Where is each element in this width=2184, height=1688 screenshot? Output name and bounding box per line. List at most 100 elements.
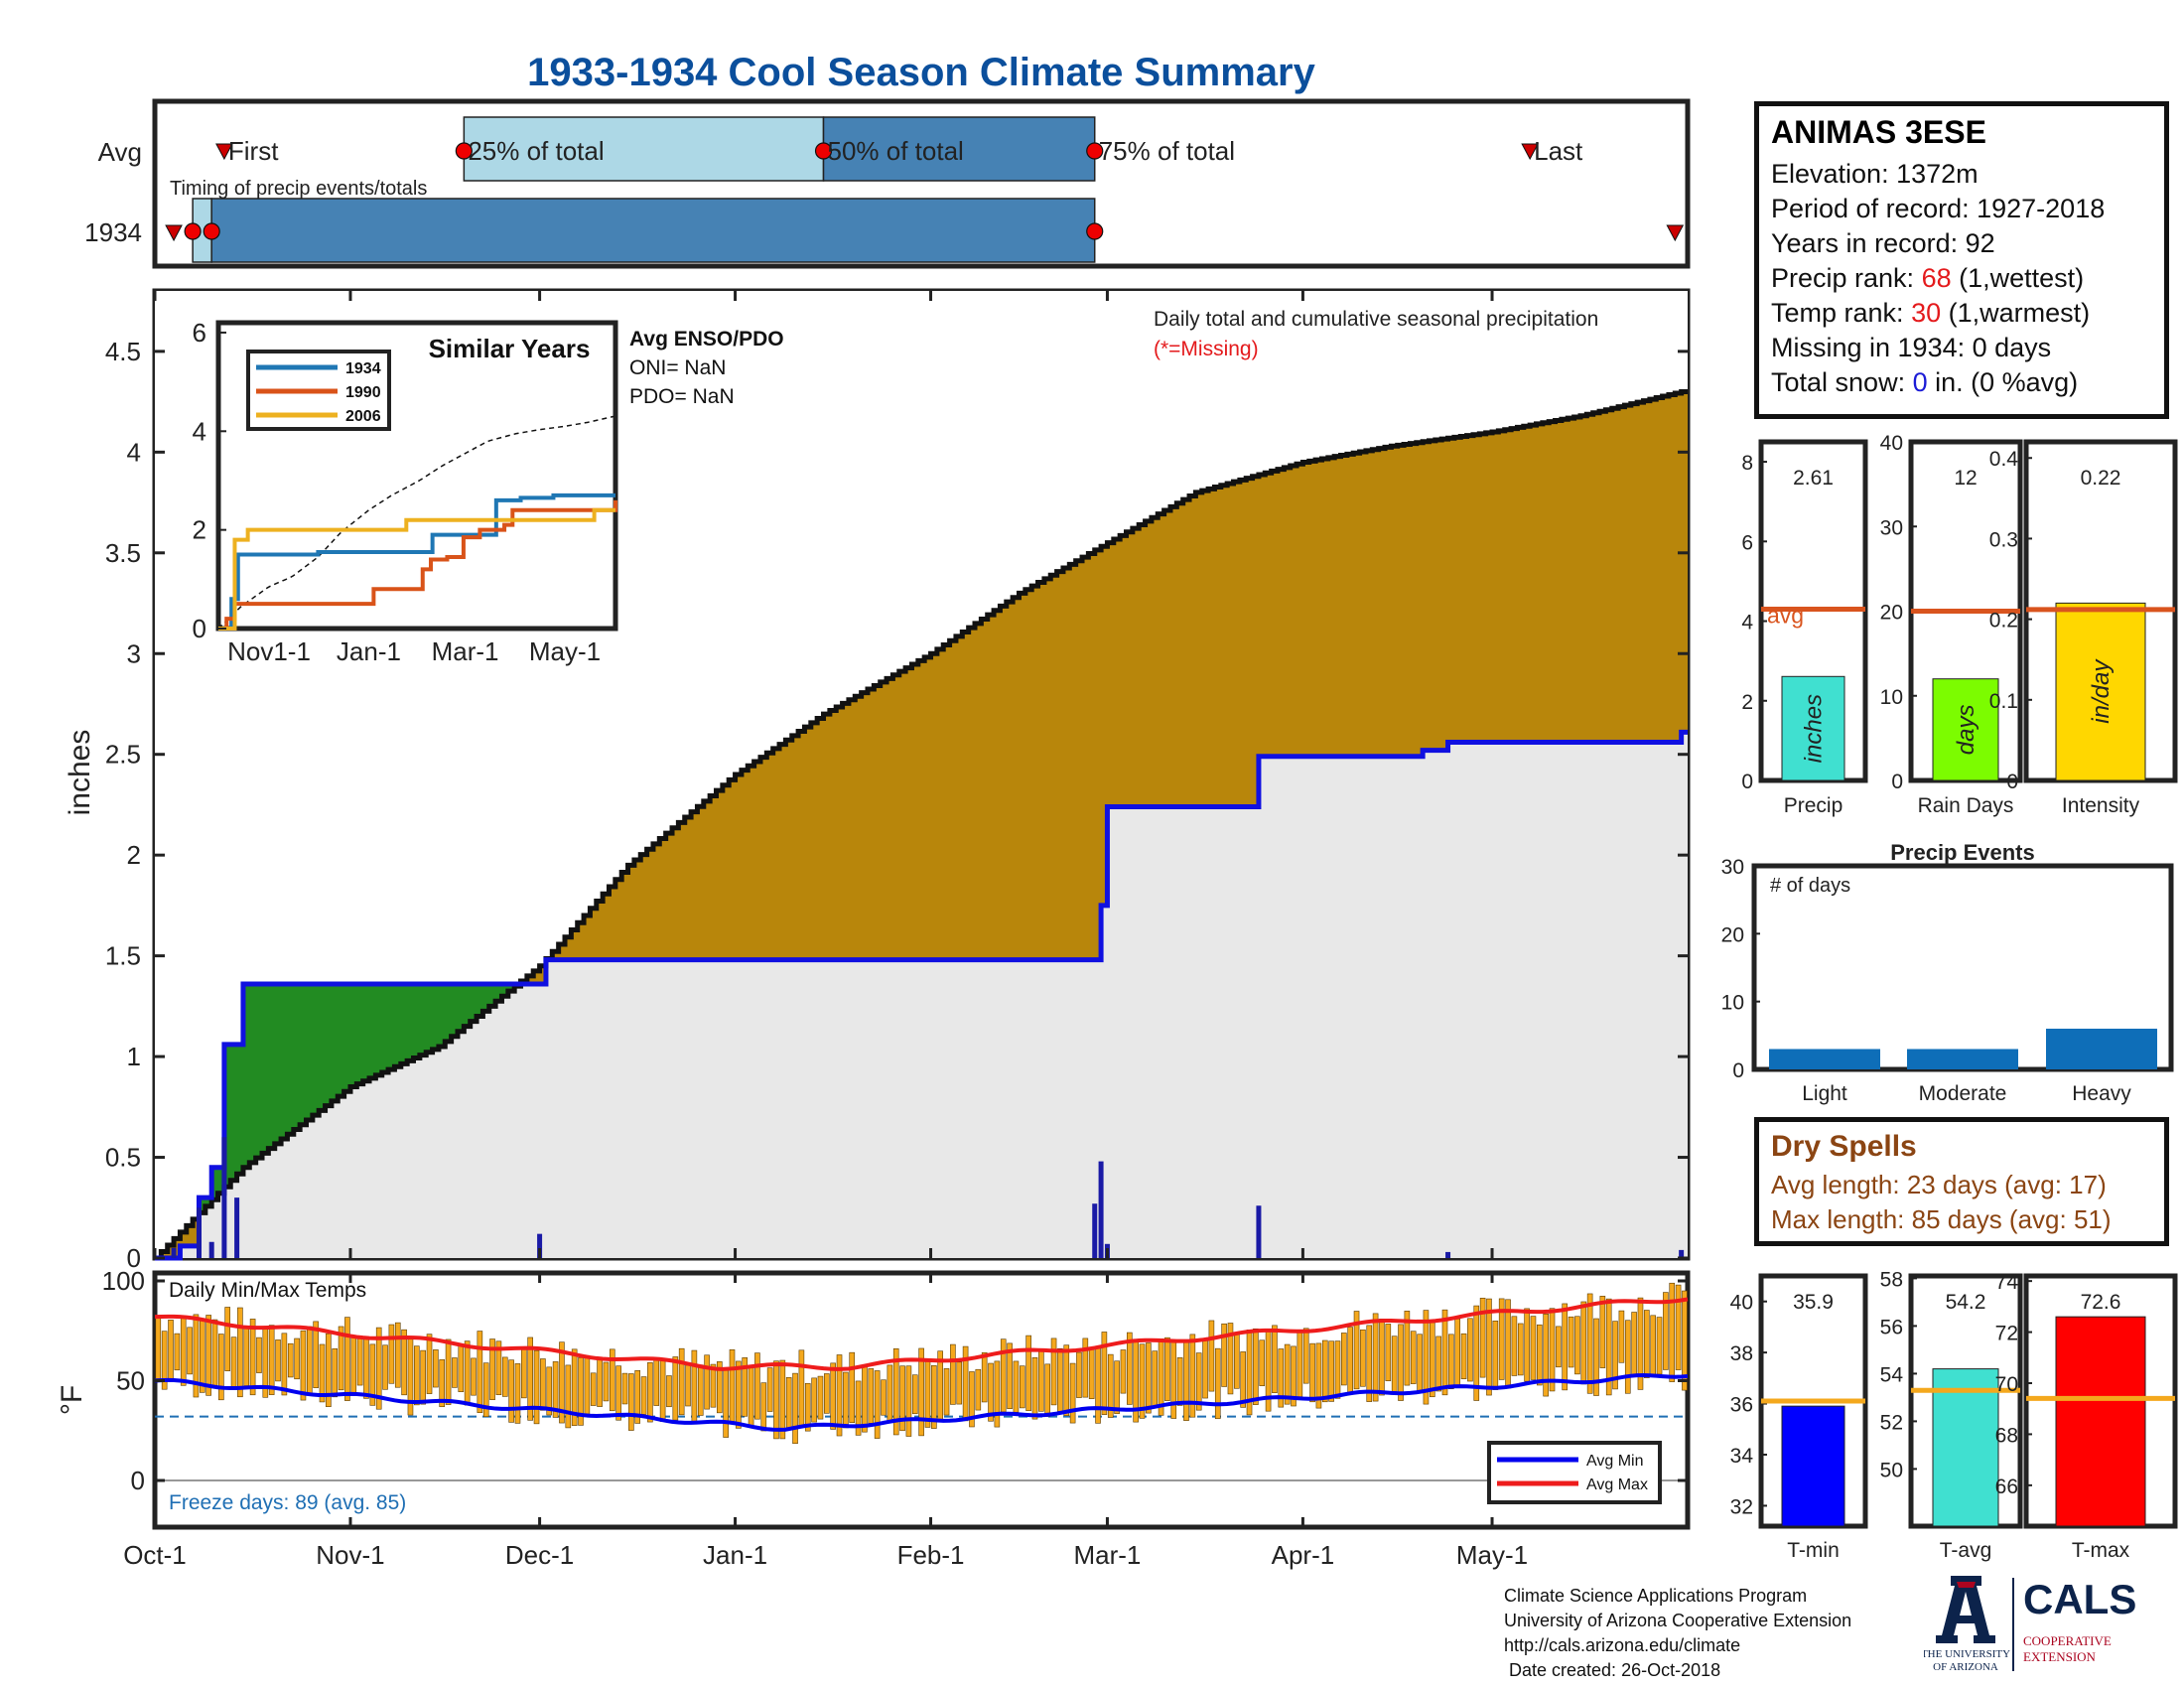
temp-stat-x-label: T-min: [1787, 1539, 1840, 1562]
daily-temp-bar: [653, 1358, 660, 1406]
daily-temp-bar: [603, 1361, 610, 1402]
stat-y-tick-label: 0.2: [1989, 610, 2018, 633]
daily-temp-bar: [501, 1356, 508, 1397]
daily-temp-bar: [1259, 1339, 1266, 1386]
precip-rank-prefix: Precip rank:: [1771, 263, 1922, 293]
events-title: Precip Events: [1890, 840, 2035, 865]
daily-temp-bar: [640, 1376, 647, 1415]
precip-plot-area: [155, 291, 1689, 1261]
daily-temp-bar: [887, 1364, 893, 1422]
date-x-axis: Oct-1 Nov-1 Dec-1 Jan-1 Feb-1 Mar-1 Apr-1 May-1: [123, 291, 1528, 1570]
y-tick-label: 1: [127, 1042, 141, 1071]
daily-temp-bar: [1454, 1319, 1461, 1387]
daily-temp-bar: [477, 1331, 483, 1413]
y-tick-label: 0.5: [105, 1143, 141, 1173]
daily-temp-bar: [205, 1315, 211, 1396]
stat-y-tick-label: 0: [2006, 771, 2018, 793]
daily-temp-bar: [533, 1349, 540, 1425]
daily-temp-bar: [1682, 1290, 1688, 1391]
temp-stat-value-label: 54.2: [1946, 1291, 1986, 1314]
temp-panel: 0 50 100 Daily Min/Max Temps Freeze days: …: [56, 1266, 1691, 1530]
cals-ext-1: COOPERATIVE: [2023, 1633, 2112, 1648]
stat-y-tick-label: 0.1: [1989, 690, 2018, 713]
daily-precip-bar: [1256, 1205, 1262, 1258]
daily-temp-bar: [1605, 1298, 1612, 1396]
avg-timing-label: 50% of total: [828, 136, 964, 166]
daily-temp-bar: [211, 1319, 218, 1386]
inset-y-tick-label: 4: [193, 416, 206, 446]
daily-temp-bar: [1013, 1360, 1020, 1413]
stat-y-tick-label: 20: [1880, 602, 1903, 625]
x-tick-label: May-1: [1456, 1540, 1528, 1570]
temp-stat-value-label: 35.9: [1793, 1291, 1834, 1314]
stat-x-label: Precip: [1784, 794, 1843, 817]
daily-temp-bar: [1240, 1351, 1246, 1408]
daily-temp-bar: [1417, 1334, 1423, 1393]
stat-avg-label: avg: [1767, 602, 1804, 628]
daily-temp-bar: [363, 1336, 369, 1399]
daily-temp-bar: [742, 1357, 749, 1417]
daily-temp-bar: [1669, 1282, 1676, 1382]
timing-row-label-avg: Avg: [98, 137, 142, 167]
avg-timing-label: 25% of total: [468, 136, 604, 166]
inset-y-tick-label: 0: [193, 614, 206, 643]
events-y-tick-label: 20: [1721, 923, 1744, 946]
daily-temp-bar: [1202, 1339, 1208, 1399]
stat-panel-rain-days: 0 10 20 30 40 12 days Rain Days: [1880, 432, 2023, 817]
daily-temp-bar: [1675, 1284, 1682, 1370]
y-tick-label: 3: [127, 638, 141, 668]
daily-temp-bar: [388, 1324, 395, 1384]
inset-series-1934: [218, 492, 615, 631]
daily-temp-bar: [950, 1343, 956, 1405]
inset-legend-1934: 1934: [345, 360, 381, 377]
daily-temp-bar: [1114, 1360, 1120, 1414]
daily-temp-bar: [1309, 1342, 1315, 1403]
daily-temp-bar: [748, 1366, 754, 1428]
daily-temp-bar: [804, 1382, 811, 1432]
daily-temp-bar: [975, 1368, 982, 1411]
daily-temp-bar: [1467, 1318, 1473, 1382]
1934-last-marker: [1666, 224, 1685, 242]
daily-temp-bar: [1391, 1336, 1398, 1393]
y-tick-label: 4.5: [105, 337, 141, 366]
daily-temp-bar: [527, 1336, 533, 1421]
daily-temp-bar: [1435, 1336, 1441, 1392]
daily-precip-bar: [221, 1137, 227, 1258]
events-x-label: Light: [1802, 1082, 1847, 1105]
inset-series-2006: [218, 507, 615, 631]
daily-temp-bar: [571, 1348, 578, 1426]
1934-75-marker: [1086, 222, 1104, 240]
stat-x-label: Rain Days: [1918, 794, 2014, 817]
daily-temp-bar: [174, 1333, 181, 1371]
daily-temp-bar: [597, 1357, 603, 1407]
inset-avg-dashed-line: [217, 415, 614, 630]
temp-stat-t-max: 66 68 70 72 74 72.6 T-max: [1995, 1271, 2178, 1562]
daily-temp-bar: [1360, 1329, 1366, 1387]
daily-temp-bar: [489, 1338, 495, 1401]
ua-block-a-icon: [1936, 1576, 1995, 1643]
daily-temp-bar: [609, 1348, 615, 1412]
daily-temp-bar: [1353, 1311, 1360, 1390]
daily-temp-bar: [420, 1349, 426, 1405]
daily-temp-bar: [394, 1322, 401, 1388]
events-bar-moderate: [1907, 1049, 2018, 1069]
daily-temp-bar: [256, 1336, 262, 1373]
x-tick-label: Jan-1: [703, 1540, 767, 1570]
x-tick-label: Nov-1: [316, 1540, 384, 1570]
daily-temp-bar: [433, 1349, 439, 1388]
daily-temp-bar: [326, 1333, 332, 1408]
avg-max-temp-line: [154, 1297, 1689, 1371]
daily-temp-bar: [969, 1371, 975, 1428]
stat-y-tick-label: 4: [1741, 612, 1753, 634]
daily-temp-bar: [1284, 1343, 1291, 1405]
daily-temp-bar: [1315, 1342, 1322, 1409]
inset-title: Similar Years: [429, 334, 591, 363]
stat-y-tick-label: 30: [1880, 516, 1903, 539]
daily-temp-bar: [1170, 1339, 1177, 1419]
avg-cumulative-line: [155, 388, 1688, 1261]
daily-temp-bar: [414, 1345, 420, 1406]
daily-temp-bar: [723, 1368, 729, 1438]
stat-y-tick-label: 0: [1741, 771, 1753, 793]
inset-legend-2006: 2006: [345, 408, 381, 425]
temp-stat-value-label: 72.6: [2081, 1291, 2121, 1314]
